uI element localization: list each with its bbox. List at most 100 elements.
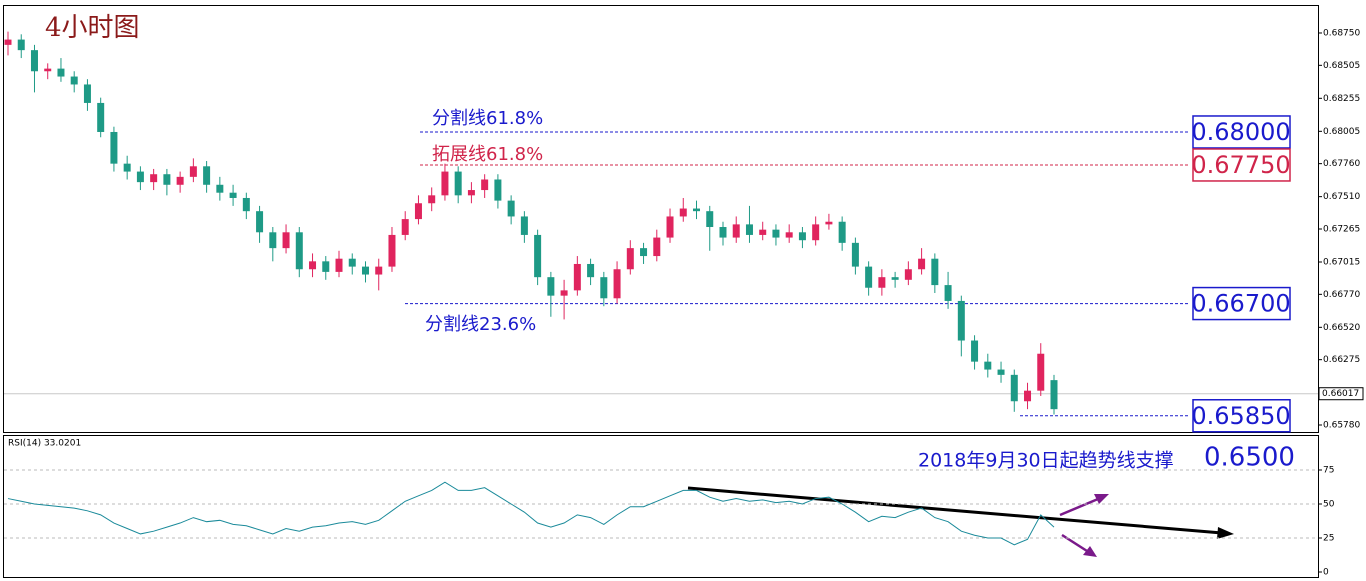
candle-body bbox=[83, 84, 91, 103]
candle-body bbox=[322, 261, 330, 272]
rsi-tick-label: 50 bbox=[1323, 500, 1335, 510]
candle-body bbox=[70, 76, 78, 85]
candle-body bbox=[785, 232, 793, 238]
candle-body bbox=[745, 224, 753, 235]
level-label: 拓展线61.8% bbox=[432, 144, 543, 165]
candle-body bbox=[573, 263, 581, 291]
annotation-value: 0.6500 bbox=[1204, 443, 1295, 473]
y-tick-label: 0.67510 bbox=[1323, 192, 1360, 202]
candle-body bbox=[600, 277, 608, 299]
candle-body bbox=[693, 208, 701, 212]
candle-body bbox=[547, 277, 555, 296]
rsi-tick-label: 0 bbox=[1323, 568, 1329, 578]
candle-body bbox=[825, 221, 833, 225]
candle-body bbox=[163, 174, 171, 185]
candle-body bbox=[984, 361, 992, 370]
candle-body bbox=[865, 266, 873, 288]
trend-line bbox=[687, 486, 1223, 535]
level-value: 0.67750 bbox=[1191, 151, 1290, 179]
y-tick-label: 0.68005 bbox=[1323, 127, 1360, 137]
candle-body bbox=[467, 190, 475, 196]
candle-body bbox=[269, 232, 277, 249]
candle-body bbox=[666, 216, 674, 238]
candle-body bbox=[494, 179, 502, 201]
candle-body bbox=[931, 258, 939, 286]
price-frame bbox=[3, 5, 1319, 433]
candle-body bbox=[335, 258, 343, 272]
level-value: 0.68000 bbox=[1191, 118, 1290, 146]
chart-title: 4小时图 bbox=[45, 13, 140, 43]
candle-body bbox=[30, 50, 38, 72]
level-box bbox=[1192, 115, 1291, 149]
candle-body bbox=[613, 269, 621, 299]
rsi-label: RSI(14) 33.0201 bbox=[8, 439, 81, 449]
candle-body bbox=[640, 248, 648, 257]
candle-body bbox=[375, 266, 383, 275]
candle-body bbox=[719, 227, 727, 238]
candle-body bbox=[295, 232, 303, 270]
y-tick-label: 0.66275 bbox=[1323, 355, 1360, 365]
candle-body bbox=[772, 229, 780, 238]
candle-body bbox=[229, 192, 237, 198]
candle-body bbox=[520, 216, 528, 235]
y-tick-label: 0.68750 bbox=[1323, 28, 1360, 38]
candle-body bbox=[560, 290, 568, 296]
annotation-text: 2018年9月30日起趋势线支撑 bbox=[918, 450, 1174, 472]
current-price-label: 0.66017 bbox=[1322, 389, 1359, 399]
candle-body bbox=[944, 285, 952, 301]
candle-body bbox=[123, 163, 131, 172]
candle-body bbox=[891, 277, 899, 280]
rsi-frame bbox=[3, 435, 1319, 578]
candle-body bbox=[904, 269, 912, 280]
purple-arrow bbox=[1061, 533, 1088, 553]
candle-body bbox=[1024, 390, 1032, 402]
candle-body bbox=[679, 208, 687, 217]
candle-body bbox=[414, 203, 422, 220]
y-tick-label: 0.67015 bbox=[1323, 257, 1360, 267]
candle-body bbox=[732, 224, 740, 238]
candle-body bbox=[136, 171, 144, 183]
candle-body bbox=[798, 232, 806, 241]
candle-body bbox=[189, 166, 197, 177]
candle-body bbox=[4, 39, 12, 45]
level-value: 0.65850 bbox=[1191, 402, 1290, 430]
candle-body bbox=[481, 179, 489, 191]
level-label: 分割线61.8% bbox=[432, 108, 543, 129]
current-price-box bbox=[1318, 387, 1364, 401]
candle-body bbox=[401, 219, 409, 235]
purple-arrow-head bbox=[1083, 546, 1097, 557]
candle-body bbox=[997, 369, 1005, 375]
y-tick-label: 0.67265 bbox=[1323, 224, 1360, 234]
level-box bbox=[1192, 286, 1291, 321]
candle-body bbox=[534, 234, 542, 278]
y-tick-label: 0.67760 bbox=[1323, 159, 1360, 169]
candle-body bbox=[216, 184, 224, 193]
candle-body bbox=[626, 248, 634, 270]
candle-body bbox=[454, 171, 462, 196]
rsi-tick-label: 25 bbox=[1323, 534, 1334, 544]
candle-body bbox=[388, 234, 396, 267]
candle-body bbox=[309, 261, 317, 270]
candle-body bbox=[1010, 374, 1018, 402]
candle-body bbox=[348, 258, 356, 267]
rsi-line bbox=[7, 481, 1055, 546]
purple-arrow-head bbox=[1094, 494, 1109, 504]
trend-arrow bbox=[1217, 527, 1234, 539]
candle-body bbox=[957, 300, 965, 341]
candle-body bbox=[1037, 353, 1045, 391]
candle-body bbox=[110, 131, 118, 164]
candle-body bbox=[507, 200, 515, 217]
candle-body bbox=[971, 340, 979, 362]
candle-body bbox=[759, 229, 767, 235]
level-box bbox=[1192, 148, 1291, 182]
y-tick-label: 0.68255 bbox=[1323, 94, 1360, 104]
candle-body bbox=[256, 211, 264, 233]
candle-body bbox=[838, 221, 846, 243]
candle-body bbox=[441, 171, 449, 196]
candle-body bbox=[428, 195, 436, 204]
candle-body bbox=[653, 237, 661, 257]
candle-body bbox=[17, 39, 25, 51]
candle-body bbox=[918, 258, 926, 270]
candle-body bbox=[1050, 380, 1058, 410]
